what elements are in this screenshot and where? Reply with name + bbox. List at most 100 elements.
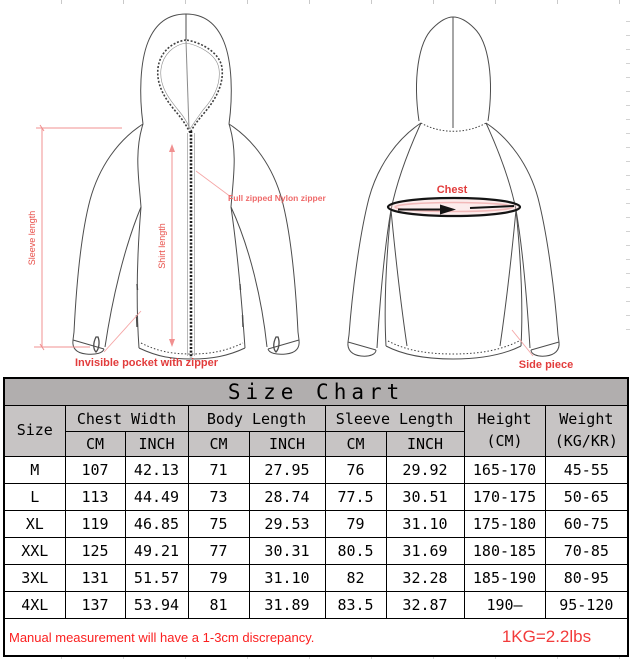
value-cell: 107 — [64, 456, 126, 484]
value-cell: 95-120 — [544, 591, 629, 619]
col-header-size: Size — [3, 405, 66, 457]
value-cell: 28.74 — [248, 483, 326, 511]
front-right-body-side — [230, 206, 246, 349]
value-cell: 175-180 — [463, 510, 546, 538]
back-view-diagram — [347, 16, 560, 360]
invisible-pocket-callout-line — [103, 310, 142, 353]
table-unit-header-row: CM INCH CM INCH CM INCH — [4, 431, 628, 457]
value-cell: 31.10 — [248, 564, 326, 592]
table-title: Size Chart — [3, 377, 629, 406]
front-annotations: Sleeve length Shirt length Full zipped N… — [27, 124, 326, 369]
side-piece-callout-line — [511, 329, 534, 357]
back-right-sleeve-inner — [515, 209, 531, 349]
unit-sleeve-cm: CM — [324, 431, 387, 457]
value-cell: 51.57 — [124, 564, 189, 592]
front-hem — [138, 347, 246, 360]
garment-diagram: Sleeve length Shirt length Full zipped N… — [27, 13, 573, 371]
table-row: L 113 44.49 73 28.74 77.5 30.51 170-175 50-65 — [3, 483, 629, 511]
value-cell: 81 — [187, 591, 250, 619]
front-left-body-side — [136, 206, 142, 349]
front-left-pocket-zipper-mark — [135, 283, 139, 328]
table-row: 3XL 131 51.57 79 31.10 82 32.28 185-190 80-95 — [3, 564, 629, 592]
full-zipper-label: Full zipped Nylon zipper — [228, 193, 326, 203]
value-cell: 76 — [324, 456, 387, 484]
front-left-thumbhole — [93, 336, 100, 353]
spreadsheet-gridline-ticks-right — [626, 8, 630, 334]
front-hood-opening-inner — [160, 42, 220, 130]
weight-unit: (KG/KR) — [554, 432, 618, 450]
unit-chest-cm: CM — [64, 431, 126, 457]
back-annotations: Chest Side piece — [437, 184, 573, 371]
size-cell: L — [3, 483, 66, 511]
chest-arrowhead — [440, 204, 456, 215]
spreadsheet-gridline-ticks-top — [0, 0, 630, 4]
size-cell: 3XL — [3, 564, 66, 592]
front-right-cuff — [267, 339, 300, 355]
value-cell: 80.5 — [324, 537, 387, 565]
value-cell: 73 — [187, 483, 250, 511]
value-cell: 30.51 — [385, 483, 465, 511]
kg-conversion-note: 1KG=2.2lbs — [501, 627, 592, 646]
table-row: 4XL 137 53.94 81 31.89 83.5 32.87 190— 95-120 — [3, 591, 629, 619]
value-cell: 42.13 — [124, 456, 189, 484]
size-cell: XL — [3, 510, 66, 538]
back-left-sleeve-outer — [347, 122, 422, 343]
col-header-chest-width: Chest Width — [64, 405, 189, 432]
value-cell: 46.85 — [124, 510, 189, 538]
chest-label: Chest — [437, 184, 468, 196]
back-neck-stitch — [420, 122, 487, 132]
spreadsheet-gridline-ticks-bottom — [0, 655, 630, 659]
value-cell: 119 — [64, 510, 126, 538]
front-left-sleeve-outer — [72, 123, 144, 341]
back-right-sleeve-outer — [485, 122, 560, 343]
value-cell: 49.21 — [124, 537, 189, 565]
value-cell: 60-75 — [544, 510, 629, 538]
full-zipper-callout-line — [195, 170, 232, 198]
value-cell: 79 — [324, 510, 387, 538]
front-left-raglan-seam — [137, 123, 144, 208]
col-header-height: Height (CM) — [463, 405, 546, 457]
value-cell: 113 — [64, 483, 126, 511]
col-header-body-length: Body Length — [187, 405, 326, 432]
shirt-length-arrowhead-top — [169, 144, 175, 152]
back-left-raglan-seam — [390, 122, 422, 211]
value-cell: 70-85 — [544, 537, 629, 565]
back-hem-stitch — [387, 340, 520, 355]
shirt-length-arrowhead-bottom — [169, 339, 175, 347]
unit-sleeve-inch: INCH — [385, 431, 465, 457]
back-right-side-piece-seam — [499, 209, 517, 347]
weight-label: Weight — [559, 410, 614, 429]
value-cell: 53.94 — [124, 591, 189, 619]
size-cell: XXL — [3, 537, 66, 565]
value-cell: 45-55 — [544, 456, 629, 484]
front-left-sleeve-inner — [104, 206, 142, 348]
table-title-row: Size Chart — [3, 377, 629, 406]
col-header-weight: Weight (KG/KR) — [544, 405, 629, 457]
back-right-cuff — [530, 341, 560, 357]
unit-body-cm: CM — [187, 431, 250, 457]
value-cell: 80-95 — [544, 564, 629, 592]
value-cell: 165-170 — [463, 456, 546, 484]
unit-chest-inch: INCH — [124, 431, 189, 457]
front-right-pocket-zipper-mark — [239, 283, 244, 328]
table-row: XL 119 46.85 75 29.53 79 31.10 175-180 60-75 — [3, 510, 629, 538]
value-cell: 31.89 — [248, 591, 326, 619]
value-cell: 180-185 — [463, 537, 546, 565]
back-right-body-side — [515, 209, 523, 347]
value-cell: 185-190 — [463, 564, 546, 592]
front-right-thumbhole — [273, 336, 280, 353]
value-cell: 32.28 — [385, 564, 465, 592]
front-hem-stitch — [140, 342, 244, 355]
height-unit: (CM) — [486, 432, 523, 450]
value-cell: 75 — [187, 510, 250, 538]
table-group-header-row: Size Chest Width Body Length Sleeve Leng… — [3, 405, 629, 457]
back-right-cuff-top — [530, 341, 560, 351]
value-cell: 137 — [64, 591, 126, 619]
value-cell: 82 — [324, 564, 387, 592]
value-cell: 170-175 — [463, 483, 546, 511]
invisible-pocket-label: Invisible pocket with zipper — [75, 357, 219, 369]
value-cell: 79 — [187, 564, 250, 592]
value-cell: 31.69 — [385, 537, 465, 565]
back-right-raglan-seam — [485, 122, 517, 211]
table-row: XXL 125 49.21 77 30.31 80.5 31.69 180-185 70-85 — [3, 537, 629, 565]
